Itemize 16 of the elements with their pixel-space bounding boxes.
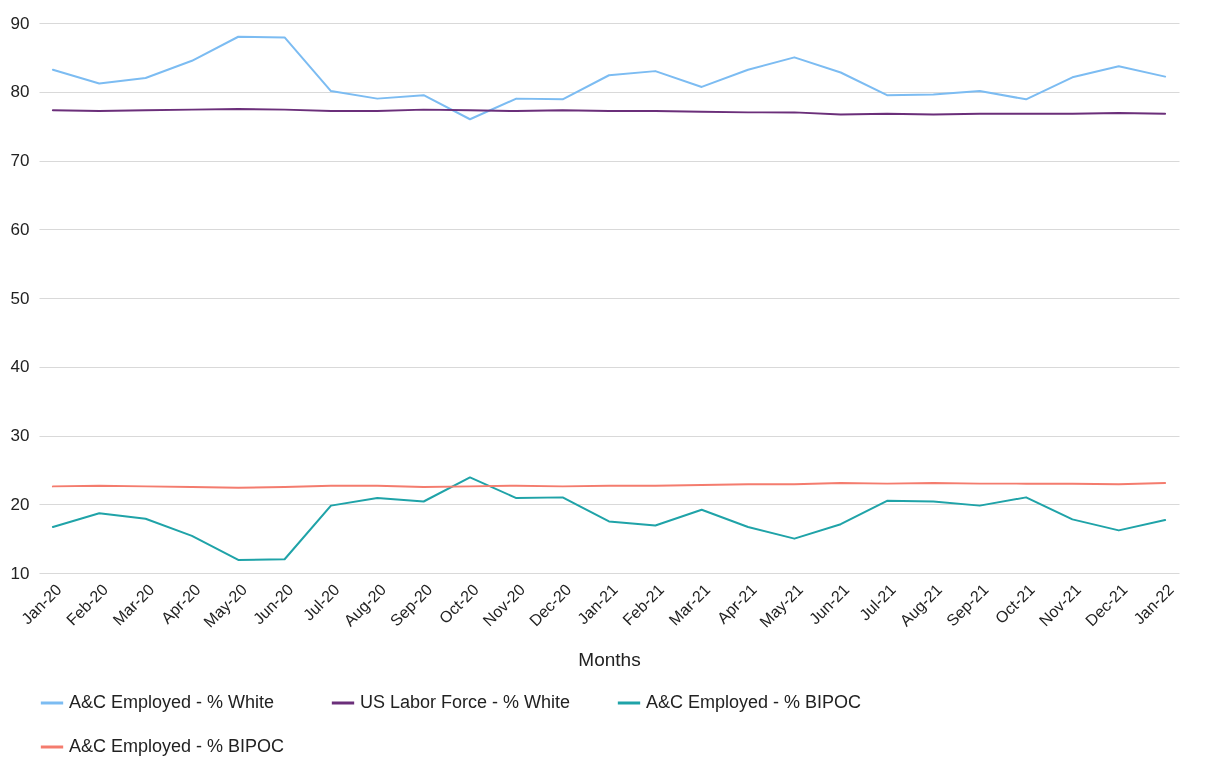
y-tick-label: 10: [10, 563, 30, 583]
y-tick-label: 60: [10, 219, 30, 239]
legend-label: A&C Employed - % White: [69, 692, 275, 712]
line-series: [51, 476, 1167, 561]
y-tick-label: 30: [10, 426, 30, 445]
y-tick-label: 50: [10, 288, 30, 308]
y-tick-label: 40: [10, 357, 30, 377]
legend-label: A&C Employed - % BIPOC: [646, 692, 862, 712]
line-series: [51, 35, 1167, 121]
y-tick-label: 90: [10, 13, 30, 33]
y-tick-label: 20: [10, 494, 30, 514]
legend-label: US Labor Force - % White: [360, 692, 571, 712]
y-tick-label: 70: [10, 151, 30, 170]
y-tick-label: 80: [10, 82, 30, 102]
x-axis-title: Months: [578, 648, 641, 670]
legend-label: A&C Employed - % BIPOC: [69, 736, 285, 756]
